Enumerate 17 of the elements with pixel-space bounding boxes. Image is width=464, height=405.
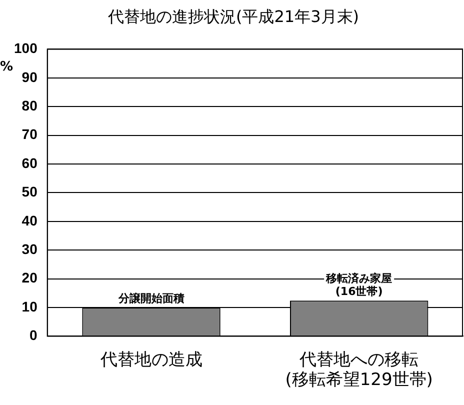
y-tick-label: 20	[22, 270, 38, 286]
y-tick-label: 80	[22, 97, 38, 114]
x-tick-label: 代替地への移転 (移転希望129世帯)	[285, 350, 433, 390]
y-tick-label: 60	[22, 154, 38, 171]
y-tick-label: 50	[22, 184, 38, 200]
y-tick-label: 0	[30, 327, 38, 344]
y-tick-label: 30	[22, 240, 38, 257]
y-tick-label: 70	[22, 126, 38, 142]
y-tick-label: 10	[22, 298, 38, 314]
y-axis-title: %	[0, 60, 14, 75]
annotation: 移転済み家屋 (16世帯)	[325, 272, 392, 298]
chart-title: 代替地の進捗状況(平成21年3月末)	[106, 6, 360, 26]
y-tick-label: 40	[22, 212, 38, 228]
y-tick-label: 90	[22, 68, 38, 85]
annotation: 分譲開始面積	[117, 292, 184, 305]
y-tick-label: 100	[14, 40, 38, 56]
x-tick-label: 代替地の造成	[99, 350, 202, 370]
